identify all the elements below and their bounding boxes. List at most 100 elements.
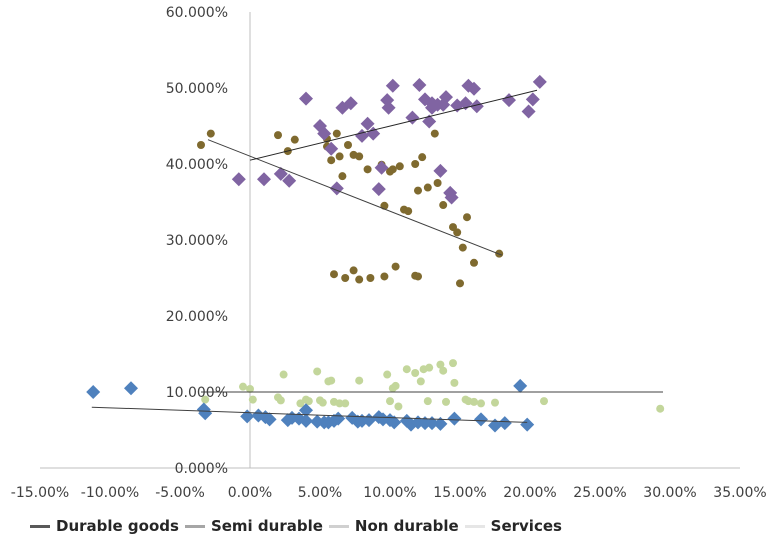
data-point [371, 182, 386, 197]
legend-label: Semi durable [210, 517, 323, 535]
x-tick-labels: -15.00% -10.00% -5.00% 0.00% 5.00% 10.00% 15.0… [11, 485, 767, 501]
data-point [414, 272, 422, 281]
data-point [240, 409, 255, 424]
data-point [414, 186, 422, 195]
data-point [282, 173, 297, 188]
data-point [387, 415, 402, 430]
x-tick-label: 20.00% [503, 485, 556, 501]
x-tick-label: 10.00% [363, 485, 416, 501]
data-point [423, 183, 432, 192]
data-point [317, 126, 332, 141]
data-point [391, 262, 400, 271]
y-tick-label: 0.000% [175, 461, 228, 477]
data-point [296, 399, 305, 408]
data-point [422, 114, 437, 129]
data-point [388, 165, 397, 174]
data-point [525, 92, 540, 107]
data-points [86, 74, 665, 433]
data-point [477, 399, 485, 408]
data-point [418, 153, 427, 162]
data-point [363, 165, 372, 174]
legend-label: Non durable [354, 517, 459, 535]
data-point [502, 93, 516, 108]
data-point [430, 129, 439, 138]
legend-swatch [464, 524, 485, 528]
legend-item-non-durable: Non durable [328, 517, 459, 535]
legend-item-semi-durable: Semi durable [184, 517, 323, 535]
x-tick-label: -5.00% [155, 485, 205, 501]
y-tick-label: 50.000% [166, 81, 228, 97]
data-point [521, 104, 536, 119]
data-point [405, 110, 420, 125]
x-tick-label: 5.00% [298, 485, 342, 501]
data-point [385, 78, 400, 93]
data-point [366, 274, 375, 282]
data-point [540, 397, 548, 406]
x-tick-label: 25.00% [573, 485, 626, 501]
data-point [450, 378, 459, 387]
data-point [331, 411, 346, 426]
data-point [467, 81, 481, 96]
legend-label: Durable goods [56, 517, 179, 535]
data-point [341, 274, 350, 282]
legend-swatch [184, 524, 205, 528]
data-point [246, 384, 254, 393]
data-point [463, 213, 471, 222]
x-tick-label: -10.00% [81, 485, 139, 501]
data-point [197, 141, 205, 149]
data-point [436, 360, 445, 369]
data-point [332, 129, 341, 138]
data-point [488, 418, 502, 433]
data-point [469, 99, 484, 114]
data-point [349, 266, 358, 275]
x-tick-label: 35.00% [713, 485, 766, 501]
y-tick-labels: 0.000% 10.000% 20.000% 30.000% 40.000% 50.000… [166, 5, 228, 477]
data-point [404, 207, 413, 216]
data-point [338, 172, 347, 181]
data-point [411, 160, 420, 168]
data-point [299, 413, 313, 428]
data-point [381, 100, 396, 115]
data-point [335, 399, 344, 408]
y-tick-label: 40.000% [166, 157, 228, 173]
data-point [491, 398, 499, 407]
x-tick-label: 30.00% [643, 485, 696, 501]
data-point [299, 403, 313, 418]
data-point [344, 141, 352, 149]
trendline [249, 89, 538, 161]
data-point [198, 406, 213, 421]
data-point [273, 166, 288, 181]
data-point [458, 243, 467, 252]
data-point [330, 270, 338, 279]
data-point [124, 381, 138, 396]
data-point [374, 160, 389, 175]
data-point [318, 398, 327, 407]
data-point [444, 190, 459, 205]
data-point [423, 397, 432, 406]
legend-swatch [328, 524, 349, 528]
data-point [366, 126, 381, 141]
data-point [248, 395, 257, 404]
data-point [335, 152, 344, 161]
data-point [433, 163, 448, 178]
data-point [201, 395, 210, 404]
data-point [449, 359, 457, 368]
trendlines [91, 89, 663, 423]
data-point [520, 417, 535, 432]
y-tick-label: 20.000% [166, 309, 228, 325]
data-point [474, 412, 488, 427]
x-tick-label: 0.00% [228, 485, 272, 501]
legend-label: Services [490, 517, 562, 535]
legend-swatch [30, 524, 50, 528]
y-tick-label: 10.000% [166, 385, 228, 401]
data-point [439, 366, 448, 375]
data-point [513, 378, 528, 393]
data-point [456, 279, 464, 288]
legend-item-services: Services [464, 517, 562, 535]
data-point [447, 411, 462, 426]
data-point [391, 381, 400, 390]
data-point [355, 128, 369, 143]
data-point [304, 397, 313, 406]
data-point [425, 363, 434, 372]
